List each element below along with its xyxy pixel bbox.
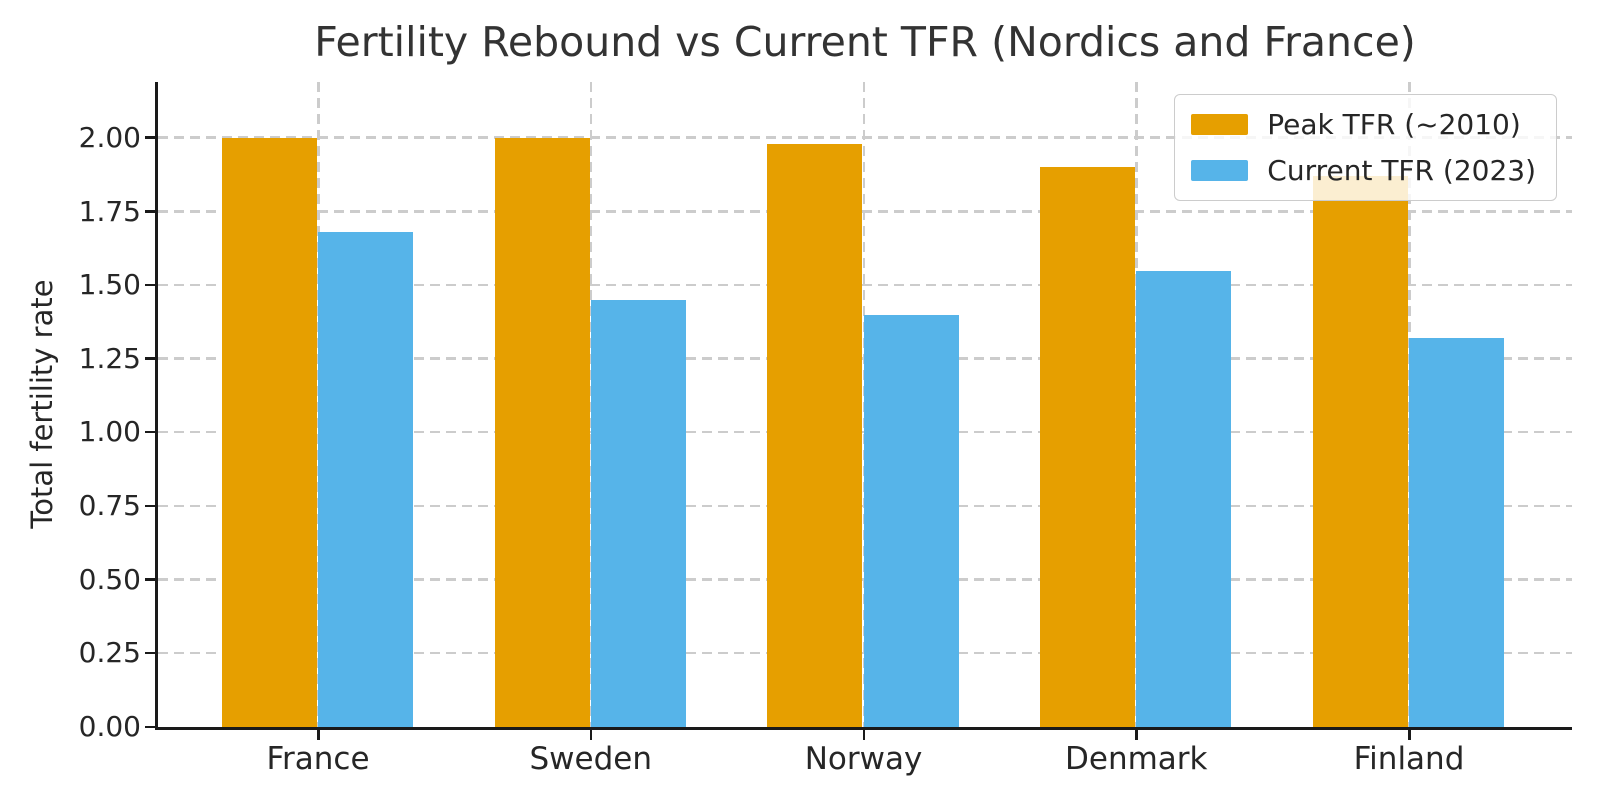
bar-peak-norway <box>767 143 863 727</box>
bar-current-denmark <box>1136 270 1232 727</box>
h-gridline-2.00 <box>158 136 1572 139</box>
y-tick-label-0.75: 0.75 <box>78 489 141 523</box>
x-tick-label-denmark: Denmark <box>1065 741 1208 777</box>
y-tick-label-1.00: 1.00 <box>78 415 141 449</box>
x-tick-mark-france <box>317 730 320 740</box>
y-axis-label: Total fertility rate <box>25 279 59 529</box>
bar-current-sweden <box>590 299 686 727</box>
x-tick-label-norway: Norway <box>804 741 923 777</box>
bar-peak-france <box>221 137 317 727</box>
x-tick-mark-norway <box>862 730 865 740</box>
y-axis-spine <box>155 82 158 727</box>
h-gridline-1.75 <box>158 210 1572 213</box>
y-tick-mark-0.75 <box>145 504 155 508</box>
bar-peak-finland <box>1312 176 1408 727</box>
x-tick-mark-finland <box>1408 730 1411 740</box>
y-tick-label-2.00: 2.00 <box>78 120 141 154</box>
legend-entry-peak-tfr-2010: Peak TFR (~2010) <box>1191 108 1536 141</box>
bar-peak-denmark <box>1040 167 1136 727</box>
bar-peak-sweden <box>494 137 590 727</box>
bar-current-norway <box>863 314 959 727</box>
y-tick-mark-0.25 <box>145 651 155 655</box>
h-gridline-1.50 <box>158 283 1572 287</box>
x-tick-label-sweden: Sweden <box>529 741 653 777</box>
legend-label-peak-tfr-2010: Peak TFR (~2010) <box>1267 108 1521 141</box>
y-tick-mark-1.50 <box>145 283 155 287</box>
x-tick-mark-denmark <box>1135 730 1138 740</box>
y-tick-label-1.50: 1.50 <box>78 268 141 302</box>
y-tick-mark-1.25 <box>145 357 155 360</box>
legend: Peak TFR (~2010) Current TFR (2023) <box>1174 94 1557 201</box>
chart-title: Fertility Rebound vs Current TFR (Nordic… <box>314 18 1416 66</box>
y-tick-mark-1.00 <box>145 430 155 434</box>
y-tick-mark-0.50 <box>145 578 155 581</box>
y-tick-label-0.00: 0.00 <box>78 710 141 743</box>
legend-swatch-current-tfr-2023 <box>1191 160 1249 181</box>
y-tick-label-1.25: 1.25 <box>78 341 141 375</box>
y-tick-mark-2.00 <box>145 136 155 139</box>
legend-swatch-peak-tfr-2010 <box>1191 114 1249 135</box>
x-tick-label-finland: Finland <box>1353 741 1465 777</box>
plot-area: Peak TFR (~2010) Current TFR (2023) 0.00 0… <box>79 82 1572 777</box>
y-tick-mark-0.00 <box>145 725 155 728</box>
x-axis-spine <box>155 727 1572 730</box>
bar-current-finland <box>1409 338 1504 727</box>
x-tick-label-france: France <box>266 741 370 777</box>
x-tick-mark-sweden <box>589 730 593 740</box>
bar-current-france <box>318 232 413 727</box>
y-tick-label-1.75: 1.75 <box>78 194 141 228</box>
legend-label-current-tfr-2023: Current TFR (2023) <box>1267 154 1536 187</box>
y-tick-mark-1.75 <box>145 210 155 213</box>
y-tick-label-0.25: 0.25 <box>78 636 141 670</box>
legend-entry-current-tfr-2023: Current TFR (2023) <box>1191 154 1536 187</box>
y-tick-label-0.50: 0.50 <box>78 562 141 596</box>
